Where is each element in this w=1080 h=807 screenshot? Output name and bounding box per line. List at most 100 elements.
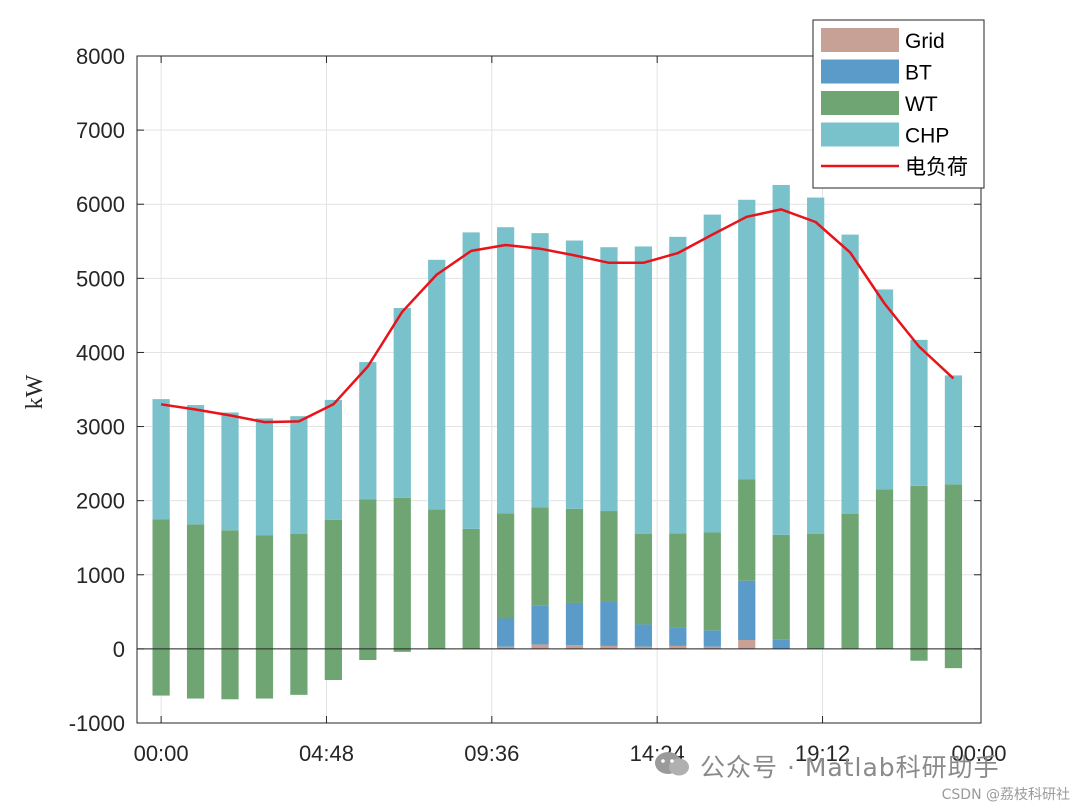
legend: Grid BT WT CHP 电负荷 xyxy=(812,19,985,189)
legend-label-load: 电负荷 xyxy=(905,156,968,179)
bar-chp xyxy=(841,234,859,515)
bar-chp xyxy=(910,339,928,486)
bar-wt-negative xyxy=(186,648,205,699)
bar-wt xyxy=(496,513,515,619)
bar-wt xyxy=(634,534,653,625)
bar-wt xyxy=(152,519,170,649)
line-layer xyxy=(160,208,955,424)
y-tick-label: -1000 xyxy=(69,711,125,736)
axes-box xyxy=(136,55,982,724)
bar-chp xyxy=(600,247,618,512)
bar-wt xyxy=(703,532,721,631)
bar-chp xyxy=(359,362,377,500)
legend-label-chp: CHP xyxy=(905,125,949,148)
legend-label-grid: Grid xyxy=(905,30,945,53)
bar-wt xyxy=(669,533,687,628)
bar-grid xyxy=(565,645,584,649)
bar-bt xyxy=(738,580,756,640)
bar-wt-negative xyxy=(324,648,342,681)
bar-chp xyxy=(428,259,446,510)
bar-grid xyxy=(600,645,618,649)
bar-grid xyxy=(703,646,721,649)
bar-chp xyxy=(772,184,790,535)
bar-chp xyxy=(944,375,963,485)
bar-bt xyxy=(772,639,790,649)
x-tick-label: 04:48 xyxy=(299,741,354,766)
bar-wt-negative xyxy=(152,648,170,696)
bar-chp xyxy=(703,214,721,533)
bar-bt xyxy=(669,627,687,646)
x-tick-label: 19:12 xyxy=(795,741,850,766)
bar-wt xyxy=(944,484,963,649)
y-tick-label: 6000 xyxy=(76,192,125,217)
bar-wt-negative xyxy=(290,648,308,695)
bar-chp xyxy=(290,416,308,535)
bar-wt xyxy=(600,511,618,602)
bar-chp xyxy=(634,246,653,535)
wechat-icon xyxy=(655,752,689,776)
axes xyxy=(136,55,982,724)
bar-wt xyxy=(290,534,308,649)
bar-wt-negative xyxy=(393,648,411,652)
bar-bt xyxy=(565,602,584,646)
bar-wt xyxy=(324,519,342,649)
bar-wt-negative xyxy=(255,648,274,699)
bar-chp xyxy=(565,240,584,509)
bar-grid xyxy=(531,644,549,649)
watermark-text: 公众号 · Matlab科研助手 xyxy=(700,753,1000,782)
bar-wt xyxy=(221,530,239,649)
bar-wt xyxy=(910,485,928,649)
bar-layer xyxy=(152,184,963,700)
watermark-credit: CSDN @荔枝科研社 xyxy=(941,787,1070,803)
bar-grid xyxy=(496,646,515,649)
bar-wt xyxy=(531,507,549,606)
bar-wt xyxy=(428,509,446,649)
bar-chp xyxy=(531,233,549,508)
bar-bt xyxy=(634,624,653,647)
bar-wt xyxy=(772,534,790,640)
bar-wt xyxy=(359,499,377,649)
bar-wt xyxy=(875,489,894,649)
bar-chp xyxy=(152,399,170,520)
bar-chp xyxy=(462,232,480,529)
bar-bt xyxy=(600,601,618,646)
bar-chp xyxy=(393,307,411,498)
bar-wt xyxy=(255,535,274,649)
y-tick-label: 8000 xyxy=(76,44,125,69)
legend-swatch-grid xyxy=(821,28,899,52)
bar-chp xyxy=(807,197,825,535)
bar-wt-negative xyxy=(359,648,377,661)
x-tick-label: 00:00 xyxy=(951,741,1006,766)
x-tick-label: 00:00 xyxy=(134,741,189,766)
y-tick-label: 5000 xyxy=(76,266,125,291)
legend-swatch-wt xyxy=(821,91,899,115)
bar-grid xyxy=(738,639,756,649)
bar-bt xyxy=(531,605,549,645)
legend-label-wt: WT xyxy=(905,93,938,116)
bar-bt xyxy=(703,630,721,647)
y-tick-label: 1000 xyxy=(76,563,125,588)
bar-wt xyxy=(393,497,411,649)
watermark-logo-icon xyxy=(652,748,692,778)
bar-wt xyxy=(186,524,205,649)
bar-grid xyxy=(669,645,687,649)
bar-wt-negative xyxy=(944,648,963,669)
bar-wt xyxy=(738,479,756,581)
legend-swatch-bt xyxy=(821,59,899,84)
legend-swatch-chp xyxy=(821,122,899,147)
bar-chp xyxy=(186,405,205,525)
load-line xyxy=(160,208,955,424)
y-tick-label: 7000 xyxy=(76,118,125,143)
bar-chp xyxy=(669,236,687,534)
bar-bt xyxy=(496,618,515,647)
bar-wt xyxy=(462,528,480,649)
y-tick-label: 4000 xyxy=(76,340,125,365)
y-tick-label: 3000 xyxy=(76,415,125,440)
bar-chp xyxy=(221,412,239,531)
bar-wt-negative xyxy=(221,648,239,700)
bar-chp xyxy=(324,399,342,520)
y-axis-label: kW xyxy=(22,374,48,409)
x-tick-label: 09:36 xyxy=(464,741,519,766)
tick-labels: -1000 0 1000 2000 3000 4000 5000 6000 7000 8000 00… xyxy=(69,44,1007,766)
